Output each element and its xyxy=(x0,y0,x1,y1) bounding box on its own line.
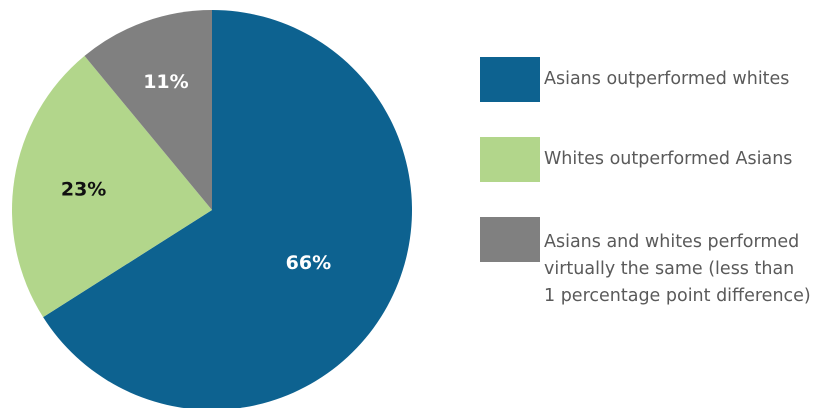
legend-swatch xyxy=(480,57,540,102)
legend-swatch xyxy=(480,137,540,182)
slice-same-performance-label: 11% xyxy=(143,71,188,93)
pie-slices xyxy=(12,9,412,408)
legend-label: Whites outperformed Asians xyxy=(544,149,793,169)
slice-same-performance xyxy=(84,9,212,210)
legend-item-whites-outperformed: Whites outperformed Asians xyxy=(480,137,792,182)
legend-item-asians-outperformed: Asians outperformed whites xyxy=(480,57,789,102)
pie-labels: 66% 23% 11% xyxy=(61,71,331,274)
slice-asians-outperformed-label: 66% xyxy=(286,252,331,274)
legend-swatch xyxy=(480,217,540,262)
legend-label: Asians and whites performed virtually th… xyxy=(544,232,811,306)
legend-item-same-performance: Asians and whites performed virtually th… xyxy=(480,217,811,310)
slice-whites-outperformed-label: 23% xyxy=(61,179,106,201)
legend-label: Asians outperformed whites xyxy=(544,69,790,89)
slice-whites-outperformed xyxy=(12,55,212,318)
slice-asians-outperformed xyxy=(43,10,412,408)
